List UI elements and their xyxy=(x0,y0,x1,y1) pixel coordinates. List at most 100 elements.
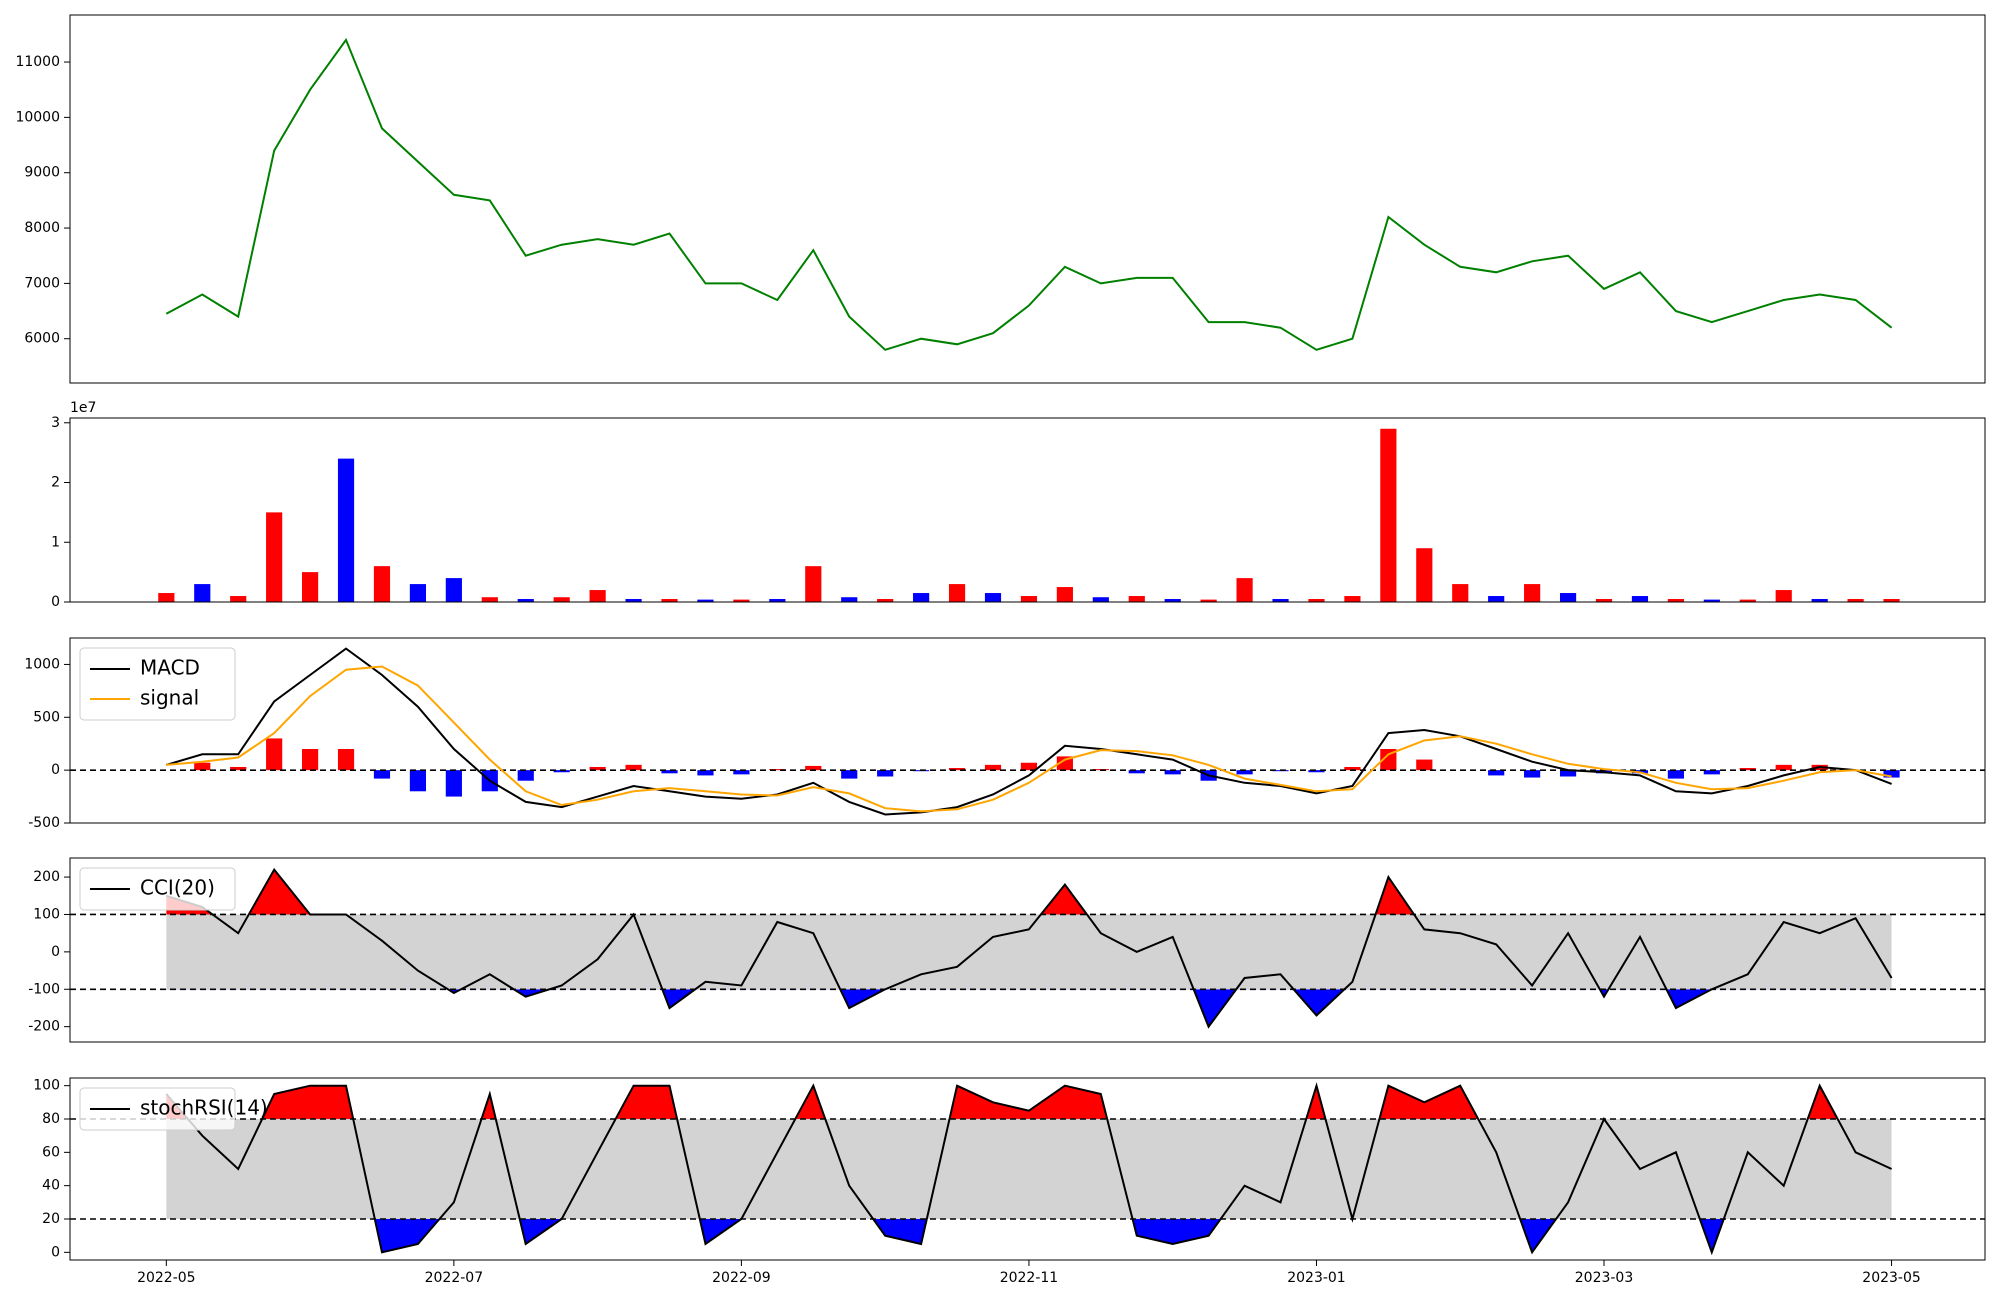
histogram-bar xyxy=(1344,766,1361,771)
y-tick-label: 100 xyxy=(33,906,60,922)
bar xyxy=(1883,599,1900,602)
histogram-bar xyxy=(517,770,534,781)
bar xyxy=(769,599,786,602)
histogram-bar xyxy=(1559,770,1577,777)
neutral-band xyxy=(166,1119,1892,1219)
series-line xyxy=(165,37,1893,351)
x-tick-label: 2023-03 xyxy=(1575,1270,1634,1286)
histogram-bar xyxy=(266,738,283,771)
bar xyxy=(1739,599,1756,602)
bar xyxy=(1667,599,1684,602)
histogram-bar xyxy=(1164,770,1181,775)
bar xyxy=(1200,599,1217,602)
plot xyxy=(70,1082,1985,1256)
panel-frame xyxy=(69,14,1986,384)
y-tick-label: 20 xyxy=(42,1211,60,1227)
bar xyxy=(913,593,930,602)
y-tick-label: 0 xyxy=(51,944,60,960)
bar xyxy=(661,599,678,602)
y-tick-label: 60 xyxy=(42,1144,60,1160)
oversold-fill xyxy=(166,1219,1892,1253)
bar xyxy=(1416,548,1433,602)
y-tick-label: 40 xyxy=(42,1178,60,1194)
bar xyxy=(158,593,175,602)
bar xyxy=(1811,599,1828,602)
bar xyxy=(841,597,858,602)
histogram-bar xyxy=(409,770,427,792)
y-tick-label: 3 xyxy=(51,415,60,431)
histogram-bar xyxy=(805,765,822,771)
overbought-fill xyxy=(166,1085,1892,1119)
bar xyxy=(625,599,642,602)
y-tick-label: 7000 xyxy=(24,275,60,291)
legend-box xyxy=(79,1087,236,1131)
bar xyxy=(409,584,427,602)
x-tick-label: 2022-05 xyxy=(137,1270,196,1286)
panel-frame xyxy=(69,417,1986,603)
histogram-bar xyxy=(877,770,894,777)
panel-frame xyxy=(69,857,1986,1043)
histogram-bar xyxy=(697,770,714,776)
y-tick-label: 200 xyxy=(33,869,60,885)
histogram-bar xyxy=(1488,770,1505,776)
histogram-bar xyxy=(1667,770,1684,779)
series-line xyxy=(165,1082,1893,1256)
x-tick-label: 2022-11 xyxy=(1000,1270,1059,1286)
legend-label: stochRSI(14) xyxy=(140,1096,268,1120)
histogram-bar xyxy=(733,770,750,775)
bar xyxy=(1344,596,1361,602)
plot xyxy=(70,867,1985,1029)
x-tick-label: 2022-07 xyxy=(425,1270,484,1286)
bar xyxy=(1272,599,1289,602)
bar xyxy=(1488,596,1505,602)
y-tick-label: 11000 xyxy=(15,54,60,70)
bar xyxy=(266,512,283,602)
histogram-bar xyxy=(194,762,211,771)
histogram-bar xyxy=(1308,770,1325,773)
y-tick-label: 10000 xyxy=(15,109,60,125)
y-tick-label: -500 xyxy=(28,815,60,831)
histogram-bar xyxy=(1524,770,1541,778)
histogram-bar xyxy=(1020,762,1038,771)
bar xyxy=(948,584,966,602)
bar xyxy=(1236,578,1253,602)
series-line xyxy=(166,665,1892,813)
histogram-bar xyxy=(1775,764,1792,771)
legend-box xyxy=(79,647,236,721)
y-tick-label: 2 xyxy=(51,475,60,491)
bar xyxy=(1056,587,1073,602)
offset-label: 1e7 xyxy=(70,400,96,416)
bar xyxy=(1703,599,1720,602)
panel: 0 20 40 60 80 100 2022-05 2022-07 2022-09 2022-11… xyxy=(33,1077,1986,1286)
y-tick-label: 80 xyxy=(42,1111,60,1127)
histogram-bar xyxy=(1416,759,1433,771)
overbought-fill xyxy=(166,869,1415,915)
x-tick-label: 2023-01 xyxy=(1287,1270,1346,1286)
histogram-bar xyxy=(230,766,247,771)
bar xyxy=(1092,597,1109,602)
panel: 0 1 2 3 1e7 xyxy=(51,400,1986,610)
y-tick-label: 8000 xyxy=(24,220,60,236)
bar xyxy=(1631,596,1649,602)
bar xyxy=(733,599,750,602)
panel: -500 0 500 1000 MACD signal xyxy=(24,637,1986,831)
bar xyxy=(445,578,462,602)
histogram-bar xyxy=(841,770,858,779)
bar xyxy=(1308,599,1325,602)
y-tick-label: 6000 xyxy=(24,331,60,347)
y-tick-label: 1000 xyxy=(24,656,60,672)
plot xyxy=(70,647,1985,816)
histogram-bar xyxy=(553,770,570,773)
series-line xyxy=(166,647,1892,816)
legend-label: signal xyxy=(140,686,199,710)
bar xyxy=(1452,584,1469,602)
plot xyxy=(158,428,1900,602)
y-tick-label: -100 xyxy=(28,981,60,997)
bar xyxy=(1775,590,1792,602)
histogram-bar xyxy=(661,770,678,774)
histogram-bar xyxy=(589,766,606,771)
histogram-bar xyxy=(1236,770,1253,775)
histogram-bar xyxy=(302,749,319,771)
bar xyxy=(697,599,714,602)
